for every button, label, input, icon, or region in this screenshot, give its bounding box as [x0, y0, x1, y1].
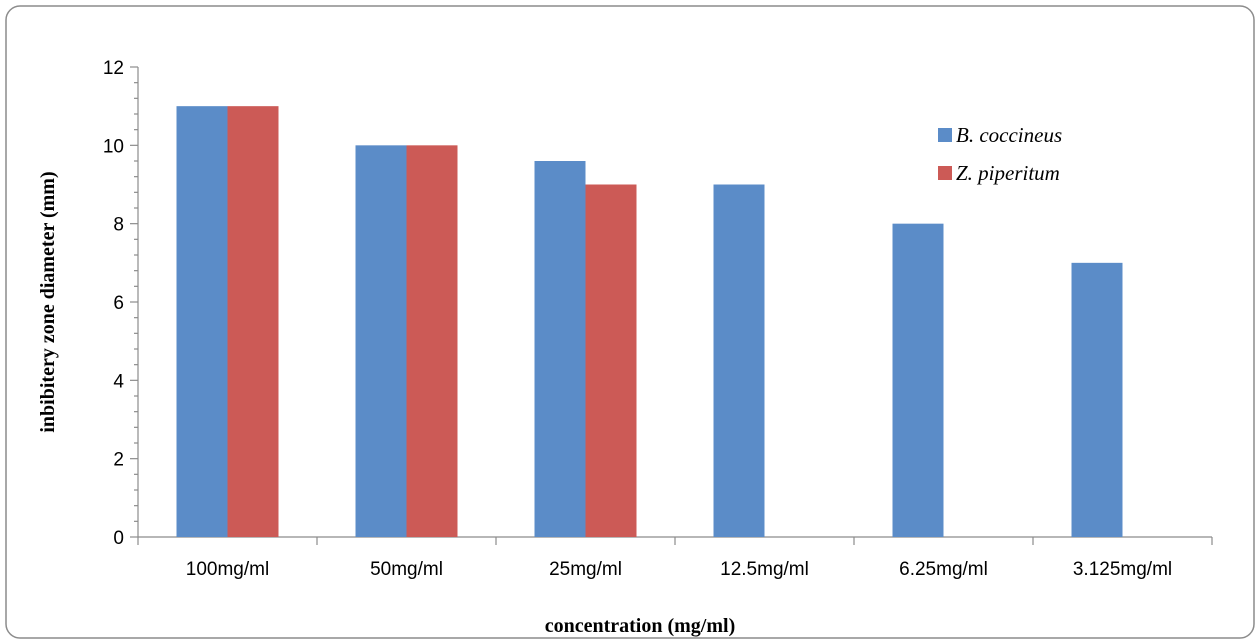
y-tick-label: 2 [113, 450, 124, 471]
y-tick-label: 12 [103, 58, 124, 79]
y-tick-label: 8 [113, 215, 124, 236]
x-tick-label: 100mg/ml [186, 559, 269, 580]
y-tick-label: 0 [113, 528, 124, 549]
bar-z-piperitum-1 [406, 145, 458, 538]
legend-label: B. coccineus [956, 123, 1062, 147]
x-axis-title: concentration (mg/ml) [545, 615, 736, 637]
legend-swatch [938, 166, 952, 180]
plot-area: 0 2 4 6 8 10 12 100mg/ml 50mg/ml 25mg/ml 12.5mg/ml… [103, 58, 1213, 580]
legend-label: Z. piperitum [956, 161, 1060, 185]
y-axis-title: inbibitery zone diameter (mm) [37, 171, 59, 432]
x-tick-label: 25mg/ml [549, 559, 622, 580]
x-tick-label: 50mg/ml [370, 559, 443, 580]
legend: B. coccineus Z. piperitum [938, 123, 1062, 185]
x-tick-label: 6.25mg/ml [899, 559, 988, 580]
y-tick-label: 10 [103, 136, 124, 157]
bar-b-coccineus-5 [1071, 262, 1123, 537]
bar-b-coccineus-2 [534, 161, 586, 537]
x-tick-label: 3.125mg/ml [1073, 559, 1172, 580]
bar-z-piperitum-0 [227, 106, 279, 538]
bar-b-coccineus-3 [713, 184, 765, 537]
y-tick-label: 6 [113, 293, 124, 314]
bar-z-piperitum-2 [585, 184, 637, 537]
bar-b-coccineus-1 [355, 145, 407, 538]
x-tick-label: 12.5mg/ml [720, 559, 809, 580]
bar-b-coccineus-4 [892, 223, 944, 537]
y-tick-label: 4 [113, 371, 124, 392]
bar-b-coccineus-0 [176, 106, 228, 538]
legend-swatch [938, 128, 952, 142]
